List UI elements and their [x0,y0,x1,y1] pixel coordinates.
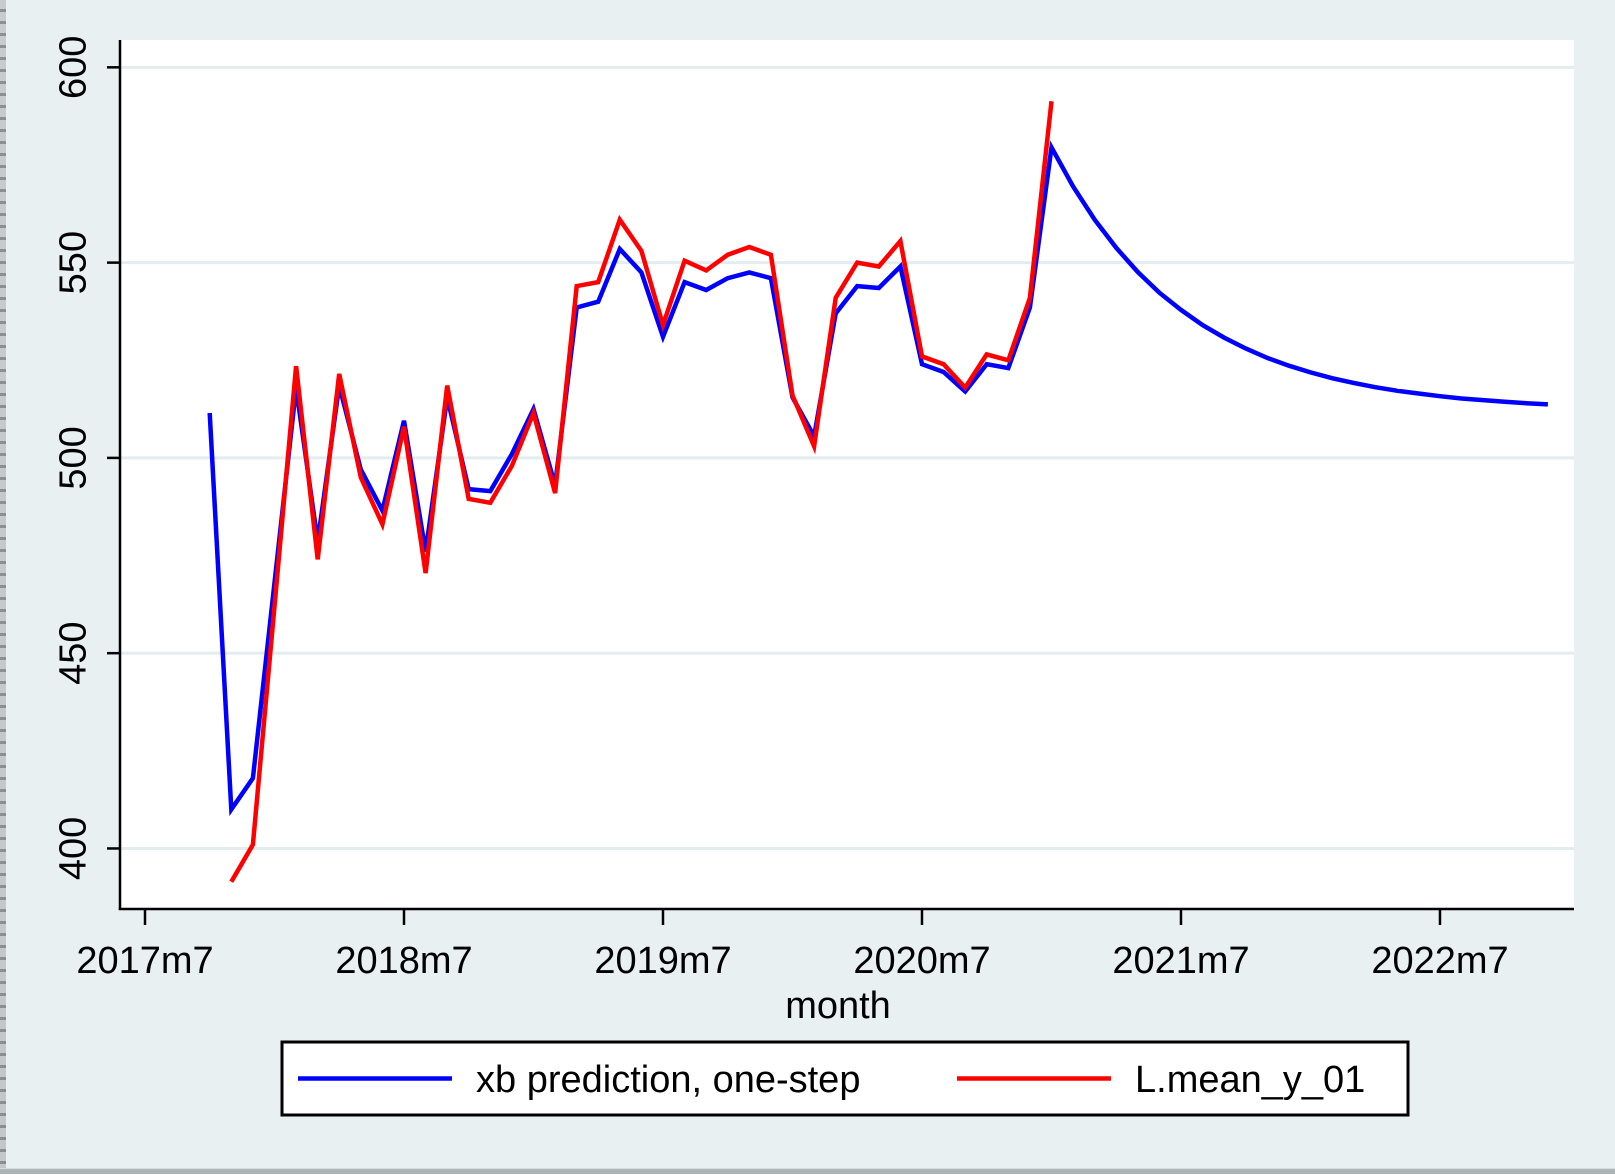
x-axis-title: month [785,985,891,1027]
legend-label: L.mean_y_01 [1135,1059,1365,1101]
x-tick-label: 2021m7 [1112,940,1249,982]
y-tick-label: 550 [52,231,94,294]
x-tick-label: 2019m7 [594,940,731,982]
y-tick-label: 400 [52,817,94,880]
window-bottom-edge-artifact [0,1168,1615,1174]
legend: xb prediction, one-step L.mean_y_01 [280,1040,1410,1117]
x-tick-label: 2020m7 [853,940,990,982]
legend-box [280,1040,1410,1117]
legend-item-l-mean-y-01: L.mean_y_01 [957,1059,1365,1101]
legend-item-xb-prediction: xb prediction, one-step [298,1059,860,1101]
legend-label: xb prediction, one-step [476,1059,860,1101]
series-lines [207,101,1549,883]
x-tick-label: 2017m7 [76,940,213,982]
x-tick-label: 2022m7 [1371,940,1508,982]
y-axis-ticks: 400 450 500 550 600 [52,36,120,880]
series-line-1 [229,101,1054,883]
x-tick-label: 2018m7 [335,940,472,982]
x-axis-ticks: 2017m7 2018m7 2019m7 2020m7 2021m7 2022m7 [76,909,1509,982]
plot-area [120,40,1574,909]
y-tick-label: 450 [52,621,94,684]
y-tick-label: 500 [52,426,94,489]
gridlines [121,65,1574,850]
screen-left-edge-artifact [0,0,6,1174]
y-tick-label: 600 [52,36,94,99]
